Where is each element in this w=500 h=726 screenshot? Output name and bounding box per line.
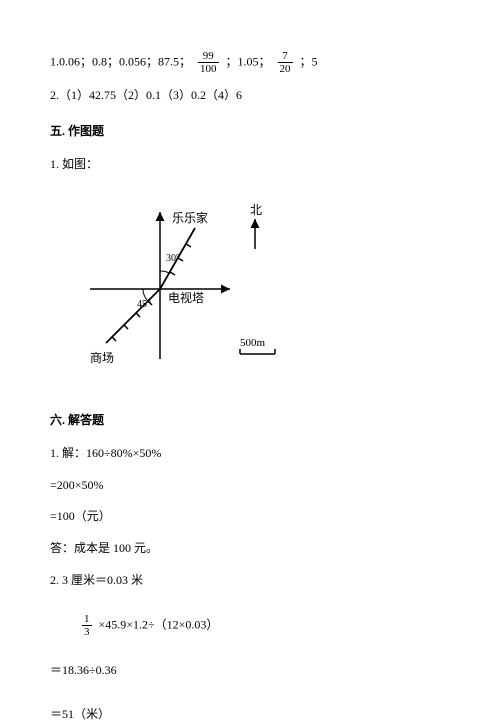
q2-line-2: 1 3 ×45.9×1.2÷（12×0.03） bbox=[78, 613, 450, 638]
frac-den: 3 bbox=[82, 626, 92, 638]
text-part-1b: ；1.05； bbox=[226, 54, 271, 68]
label-north: 北 bbox=[250, 203, 262, 217]
label-angle-30: 30° bbox=[166, 253, 180, 264]
answer-line-1: 1.0.06；0.8；0.056；87.5； 99 100 ；1.05； 7 2… bbox=[50, 50, 450, 75]
frac-num: 99 bbox=[198, 50, 219, 63]
diagram-svg: 乐乐家 北 30° 45° 电视塔 商场 500m bbox=[80, 194, 300, 384]
frac-den: 20 bbox=[278, 63, 293, 75]
label-tower: 电视塔 bbox=[168, 290, 204, 305]
fraction-99-100: 99 100 bbox=[198, 50, 219, 75]
label-angle-45: 45° bbox=[137, 299, 151, 310]
q1-line-3: =100（元） bbox=[50, 506, 450, 528]
frac-num: 1 bbox=[82, 613, 92, 626]
section-5-heading: 五. 作图题 bbox=[50, 121, 450, 143]
label-lele: 乐乐家 bbox=[172, 210, 208, 225]
q1-line-1: 1. 解：160÷80%×50% bbox=[50, 443, 450, 465]
answer-line-2: 2.（1）42.75（2）0.1（3）0.2（4）6 bbox=[50, 85, 450, 107]
question-5-1: 1. 如图： bbox=[50, 154, 450, 176]
frac-num: 7 bbox=[278, 50, 293, 63]
fraction-1-3: 1 3 bbox=[82, 613, 92, 638]
section-6-heading: 六. 解答题 bbox=[50, 410, 450, 432]
compass-diagram: 乐乐家 北 30° 45° 电视塔 商场 500m bbox=[80, 194, 450, 392]
label-mall: 商场 bbox=[90, 350, 114, 365]
q2-line-1: 2. 3 厘米＝0.03 米 bbox=[50, 570, 450, 592]
text-part-1a: 1.0.06；0.8；0.056；87.5； bbox=[50, 54, 191, 68]
fraction-7-20: 7 20 bbox=[278, 50, 293, 75]
q1-line-4: 答：成本是 100 元。 bbox=[50, 538, 450, 560]
text-part-1c: ；5 bbox=[300, 54, 318, 68]
frac-den: 100 bbox=[198, 63, 219, 75]
q2-line-3: ＝18.36÷0.36 bbox=[50, 660, 450, 682]
q2-expr: ×45.9×1.2÷（12×0.03） bbox=[99, 617, 219, 631]
q2-line-4: ＝51（米） bbox=[50, 704, 450, 726]
q1-line-2: =200×50% bbox=[50, 475, 450, 497]
label-scale: 500m bbox=[240, 337, 266, 349]
